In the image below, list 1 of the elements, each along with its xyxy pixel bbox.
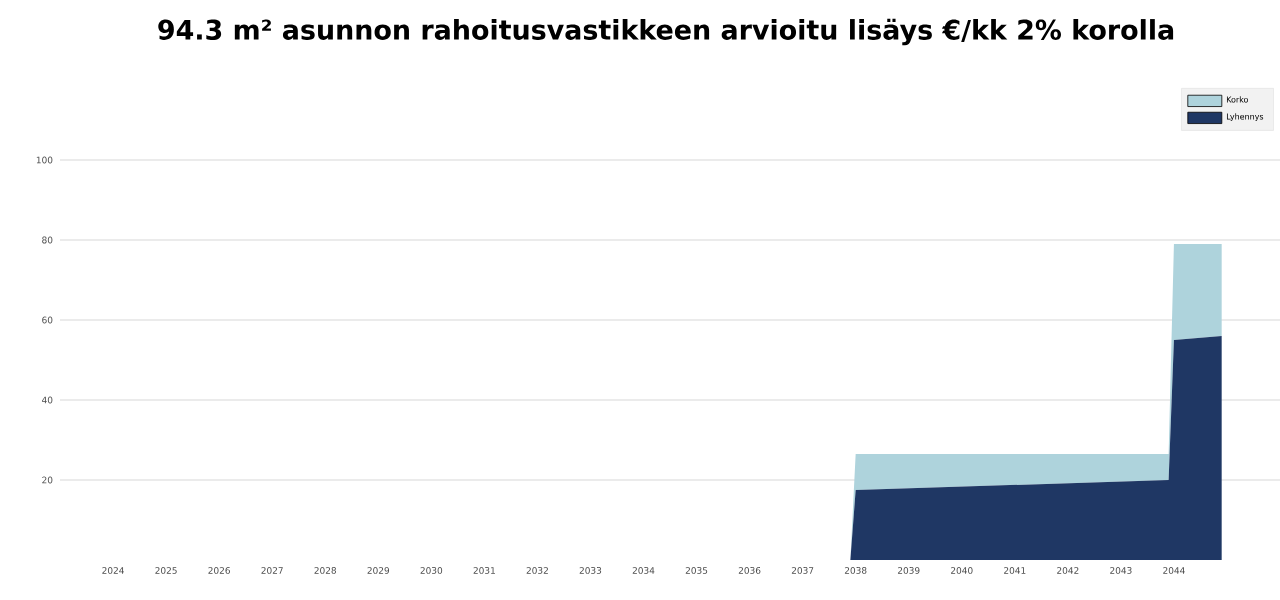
chart-title: 94.3 m² asunnon rahoitusvastikkeen arvioitu lisäys €/kk 2% korolla	[158, 18, 1174, 46]
